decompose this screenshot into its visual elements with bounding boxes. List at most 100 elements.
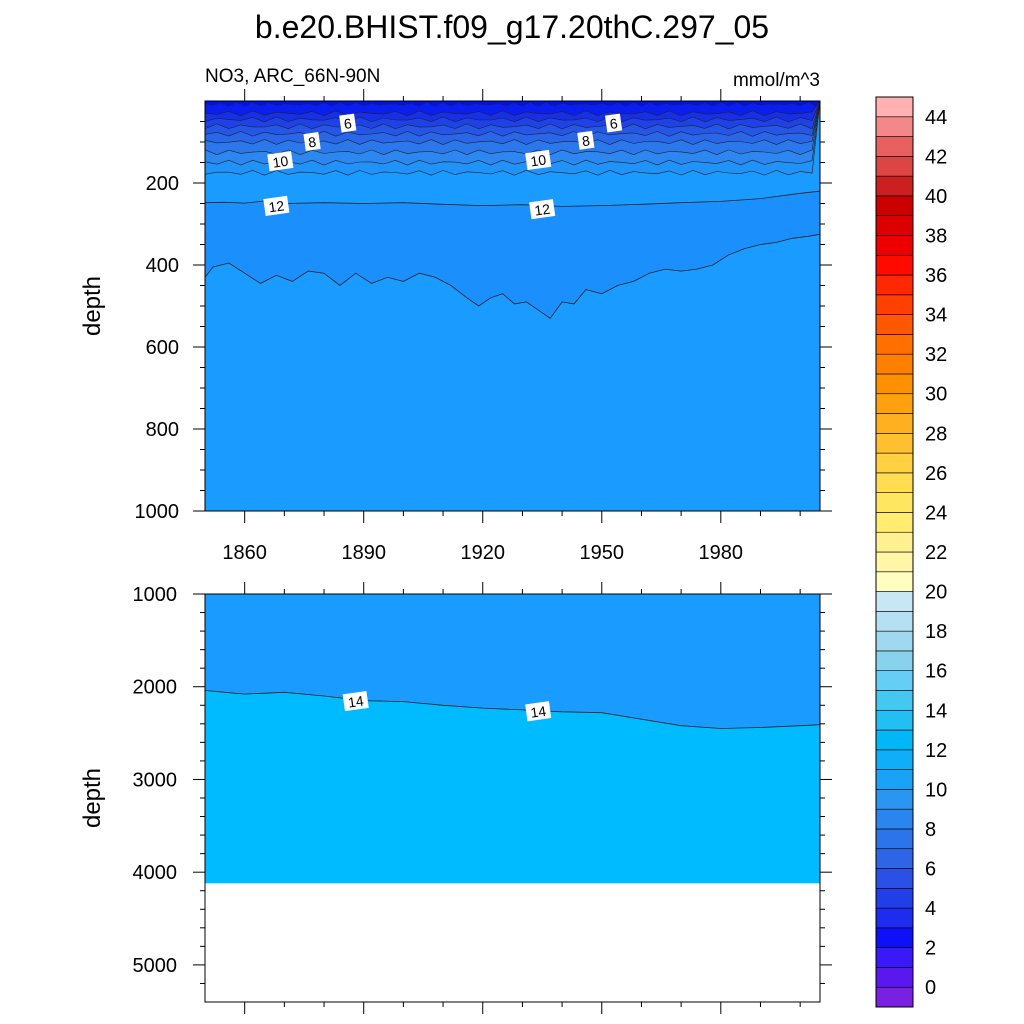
colorbar-label: 8 [925, 819, 936, 841]
colorbar-label: 40 [925, 186, 947, 208]
colorbar-label: 30 [925, 384, 947, 406]
contour-label-box [267, 151, 294, 172]
colorbar-label: 34 [925, 305, 947, 327]
colorbar-label: 28 [925, 423, 947, 445]
lower-ylabel: depth [79, 768, 106, 828]
colorbar-label: 36 [925, 265, 947, 287]
colorbar-swatch [875, 729, 914, 751]
contour-label-text: 10 [529, 151, 547, 169]
colorbar-swatch [875, 888, 914, 909]
colorbar-swatch [875, 116, 914, 137]
contour-label-text: 6 [609, 115, 619, 132]
subtitle-right: mmol/m^3 [733, 70, 820, 91]
colorbar-swatch [875, 551, 914, 573]
colorbar-swatch [875, 986, 914, 1008]
colorbar-label: 20 [925, 582, 947, 604]
colorbar-swatch [875, 690, 914, 711]
contour-label-text: 10 [272, 153, 290, 171]
contour-label-box [525, 701, 552, 722]
y-tick-label: 5000 [133, 955, 178, 977]
colorbar-swatch [875, 472, 914, 493]
colorbar-label: 14 [925, 700, 947, 722]
colorbar-swatch [875, 156, 914, 177]
colorbar-swatch [875, 96, 914, 118]
upper-ylabel: depth [79, 276, 106, 336]
colorbar-label: 42 [925, 146, 947, 168]
contour-label-box [339, 113, 357, 133]
y-tick-label: 3000 [133, 769, 178, 791]
colorbar-label: 22 [925, 542, 947, 564]
colorbar-swatch [875, 650, 914, 671]
colorbar: 0246810121416182022242628303234363840424… [875, 96, 947, 1008]
colorbar-swatch [875, 235, 914, 256]
contour-band [204, 100, 821, 117]
colorbar-swatch [875, 294, 914, 315]
colorbar-swatch [875, 808, 914, 830]
colorbar-swatch [875, 413, 914, 434]
colorbar-swatch [875, 571, 914, 592]
colorbar-swatch [875, 314, 914, 335]
contour-label: 14 [525, 701, 552, 722]
x-tick-label: 1980 [699, 542, 744, 564]
contour-label: 8 [577, 130, 595, 150]
y-tick-label: 600 [146, 337, 179, 359]
upper-contour-panel: 6 8 10 12 6 8 10 12 200 400 600 800 1000 depth 1860 189… [79, 89, 832, 564]
contour-label-box [604, 113, 623, 133]
contour-label-text: 14 [347, 693, 365, 711]
colorbar-label: 16 [925, 661, 947, 683]
contour-label-text: 14 [529, 703, 547, 721]
x-tick-label: 1890 [341, 542, 386, 564]
colorbar-swatch [875, 334, 914, 355]
contour-label-text: 12 [268, 197, 286, 215]
contour-label: 8 [303, 132, 321, 151]
colorbar-swatch [875, 175, 914, 197]
colorbar-swatch [875, 907, 914, 929]
y-tick-label: 800 [146, 419, 179, 441]
colorbar-swatch [875, 947, 914, 968]
colorbar-swatch [875, 630, 914, 652]
colorbar-swatch [875, 393, 914, 414]
x-tick-label: 1860 [222, 542, 267, 564]
colorbar-swatch [875, 215, 914, 236]
colorbar-swatch [875, 967, 914, 988]
colorbar-label: 44 [925, 107, 947, 129]
colorbar-swatch [875, 452, 914, 474]
colorbar-swatch [875, 531, 914, 553]
colorbar-swatch [875, 848, 914, 869]
contour-label: 12 [529, 199, 556, 220]
contour-label-text: 8 [307, 134, 317, 151]
contour-label: 14 [342, 690, 369, 712]
contour-label-box [577, 130, 595, 150]
colorbar-swatch [875, 611, 914, 632]
y-tick-label: 2000 [133, 677, 178, 699]
subtitle-left: NO3, ARC_66N-90N [205, 66, 380, 87]
colorbar-swatch [875, 274, 914, 296]
colorbar-swatch [875, 670, 914, 691]
colorbar-swatch [875, 254, 914, 276]
contour-label-text: 8 [581, 132, 591, 149]
colorbar-swatch [875, 195, 914, 216]
contour-label: 12 [263, 195, 290, 216]
colorbar-swatch [875, 927, 914, 948]
contour-label: 6 [604, 113, 623, 133]
colorbar-swatch [875, 512, 914, 533]
chart-title: b.e20.BHIST.f09_g17.20thC.297_05 [255, 9, 769, 45]
contour-label-text: 6 [343, 115, 353, 132]
colorbar-swatch [875, 136, 914, 157]
colorbar-swatch [875, 591, 914, 612]
y-tick-label: 200 [146, 173, 179, 195]
colorbar-swatch [875, 749, 914, 770]
isoline-13 [204, 233, 821, 319]
contour-label-box [303, 132, 321, 151]
contour-label-box [342, 690, 369, 712]
colorbar-swatch [875, 353, 914, 375]
contour-label-text: 12 [533, 201, 551, 219]
lower-contour-panel: 14 14 1000 2000 3000 4000 5000 depth [79, 582, 832, 1014]
colorbar-label: 32 [925, 344, 947, 366]
colorbar-swatch [875, 709, 914, 731]
contour-label: 10 [525, 149, 552, 171]
colorbar-swatch [875, 769, 914, 790]
isoline-14 [204, 690, 821, 729]
colorbar-swatch [875, 868, 914, 889]
